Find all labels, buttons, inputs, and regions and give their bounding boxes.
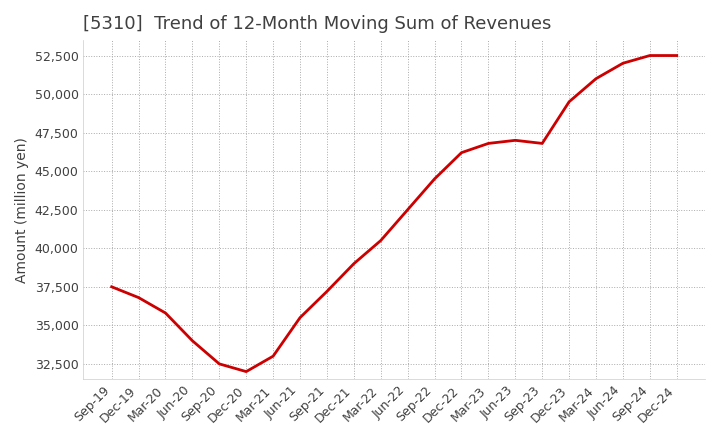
Y-axis label: Amount (million yen): Amount (million yen) bbox=[15, 137, 29, 282]
Text: [5310]  Trend of 12-Month Moving Sum of Revenues: [5310] Trend of 12-Month Moving Sum of R… bbox=[84, 15, 552, 33]
